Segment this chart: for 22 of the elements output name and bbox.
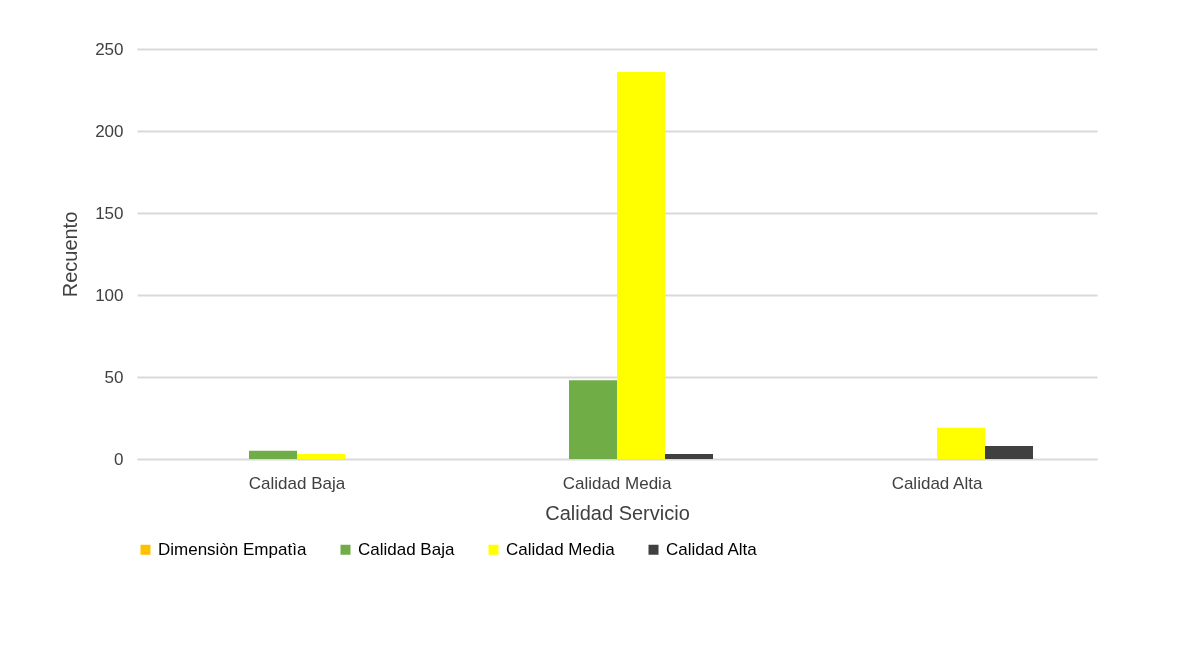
y-tick-label: 100 <box>95 285 124 305</box>
y-axis-title: Recuento <box>59 211 82 298</box>
bar <box>665 454 713 459</box>
y-tick-label: 250 <box>95 39 124 59</box>
bar <box>569 380 617 459</box>
x-tick-label: Calidad Alta <box>891 473 983 493</box>
x-tick-label: Calidad Media <box>562 473 672 493</box>
x-axis-title: Calidad Servicio <box>545 501 690 524</box>
y-tick-label: 150 <box>95 203 124 223</box>
bar <box>617 71 665 459</box>
y-tick-label: 0 <box>114 449 124 469</box>
bar <box>249 450 297 459</box>
bar <box>937 427 985 459</box>
bar <box>985 445 1033 459</box>
legend-label: Dimensiòn Empatìa <box>158 539 307 559</box>
y-tick-label: 50 <box>104 367 124 387</box>
y-tick-label: 200 <box>95 121 124 141</box>
x-tick-label: Calidad Baja <box>248 473 346 493</box>
legend-label: Calidad Media <box>506 539 616 559</box>
bar <box>297 454 345 459</box>
legend-label: Calidad Baja <box>358 539 455 559</box>
legend-label: Calidad Alta <box>666 539 758 559</box>
